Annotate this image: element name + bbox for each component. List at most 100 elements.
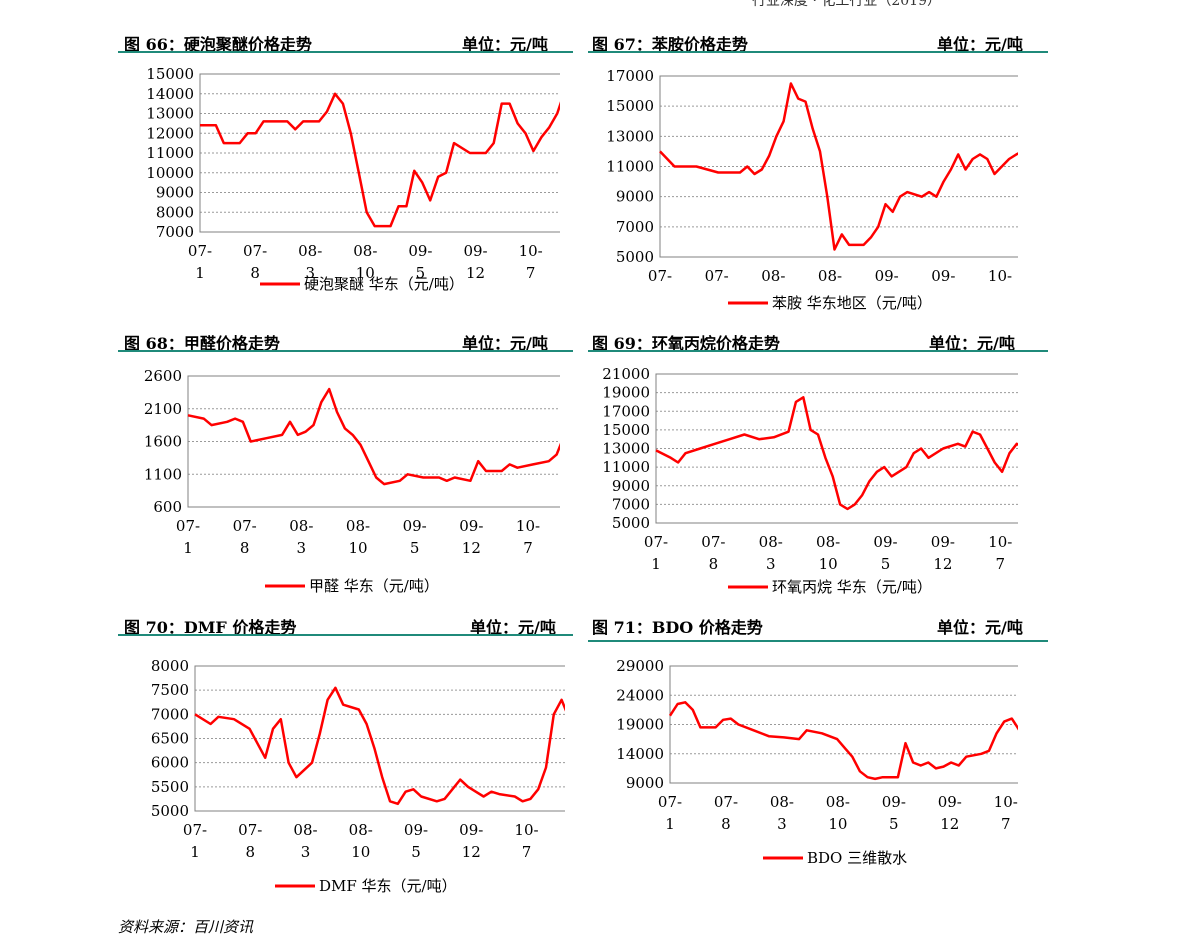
x-tick-label: 09- — [408, 242, 432, 260]
y-tick-label: 5000 — [616, 248, 654, 266]
x-tick-label: 10 — [356, 264, 375, 282]
x-tick-label: 08- — [759, 533, 783, 551]
y-tick-label: 15000 — [146, 65, 194, 83]
y-tick-label: 13000 — [602, 440, 650, 458]
chart-title-70: 图 70：DMF 价格走势 — [124, 618, 297, 637]
y-tick-label: 19000 — [602, 384, 650, 402]
x-tick-label: 8 — [240, 539, 250, 557]
legend-label: 甲醛 华东（元/吨） — [309, 577, 439, 595]
x-tick-label: 7 — [526, 264, 536, 282]
chart-unit-71: 单位：元/吨 — [937, 618, 1023, 637]
title-rule-67 — [588, 51, 1048, 53]
x-tick-label: 10 — [828, 815, 847, 833]
plot-area — [194, 665, 565, 812]
x-tick-label: 08- — [353, 242, 377, 260]
y-tick-label: 7000 — [616, 218, 654, 236]
plot-area — [187, 375, 560, 508]
x-tick-label: 3 — [305, 264, 315, 282]
x-tick-label: 08- — [826, 793, 850, 811]
y-tick-label: 14000 — [146, 85, 194, 103]
x-tick-label: 07- — [176, 517, 200, 535]
x-tick-label: 09- — [459, 821, 483, 839]
y-tick-label: 2600 — [144, 367, 182, 385]
y-tick-label: 29000 — [616, 657, 664, 675]
x-tick-label: 1 — [183, 539, 193, 557]
x-tick-label: 07- — [648, 267, 672, 285]
title-rule-66 — [118, 51, 573, 53]
y-tick-label: 6000 — [151, 754, 189, 772]
y-tick-label: 9000 — [616, 188, 654, 206]
x-tick-label: 12 — [940, 815, 959, 833]
x-tick-label: 10- — [516, 517, 540, 535]
x-tick-label: 09- — [404, 821, 428, 839]
x-tick-label: 08- — [349, 821, 373, 839]
y-tick-label: 10000 — [146, 164, 194, 182]
x-tick-label: 1 — [195, 264, 205, 282]
series-line — [668, 701, 1018, 781]
y-tick-label: 9000 — [626, 774, 664, 792]
x-tick-label: 7 — [1001, 815, 1011, 833]
chart-title-66: 图 66：硬泡聚醚价格走势 — [124, 35, 312, 54]
x-tick-label: 12 — [462, 539, 481, 557]
chart-unit-69: 单位：元/吨 — [929, 334, 1015, 353]
series-line — [200, 92, 560, 228]
legend-label: DMF 华东（元/吨） — [319, 877, 457, 895]
x-tick-label: 08- — [298, 242, 322, 260]
y-tick-label: 14000 — [616, 745, 664, 763]
y-tick-label: 11000 — [146, 144, 194, 162]
x-tick-label: 07- — [658, 793, 682, 811]
x-tick-label: 08- — [761, 267, 785, 285]
x-tick-label: 09- — [931, 267, 955, 285]
x-tick-label: 5 — [411, 843, 421, 861]
x-tick-label: 10- — [514, 821, 538, 839]
title-rule-70 — [118, 634, 573, 636]
y-tick-label: 21000 — [602, 365, 650, 383]
y-tick-label: 13000 — [606, 127, 654, 145]
x-tick-label: 09- — [931, 533, 955, 551]
chart-71: 9000 14000 19000 24000 29000 07- 1 07- 8 08- 3 08- 1… — [616, 657, 1018, 867]
y-tick-label: 9000 — [156, 184, 194, 202]
y-tick-label: 1100 — [144, 465, 182, 483]
source-note: 资料来源：百川资讯 — [118, 918, 254, 936]
x-tick-label: 07- — [188, 242, 212, 260]
x-tick-label: 08- — [770, 793, 794, 811]
y-tick-label: 6500 — [151, 730, 189, 748]
x-tick-label: 07- — [701, 533, 725, 551]
series-line — [659, 82, 1018, 251]
y-tick-label: 7000 — [156, 223, 194, 241]
chart-66: 7000800090001000011000120001300014000150… — [146, 65, 560, 293]
y-tick-label: 2100 — [144, 400, 182, 418]
x-tick-label: 08- — [289, 517, 313, 535]
x-tick-label: 07- — [233, 517, 257, 535]
x-tick-label: 1 — [655, 289, 665, 307]
y-tick-label: 13000 — [146, 105, 194, 123]
x-tick-label: 10- — [519, 242, 543, 260]
x-tick-label: 09- — [463, 242, 487, 260]
x-tick-label: 8 — [721, 815, 731, 833]
x-tick-label: 12 — [933, 555, 952, 573]
y-tick-label: 600 — [153, 498, 182, 516]
x-tick-label: 3 — [777, 815, 787, 833]
y-tick-label: 5000 — [612, 514, 650, 532]
x-tick-label: 09- — [403, 517, 427, 535]
y-tick-label: 17000 — [602, 402, 650, 420]
x-tick-label: 3 — [297, 539, 307, 557]
y-tick-label: 5500 — [151, 778, 189, 796]
x-tick-label: 10 — [348, 539, 367, 557]
x-tick-label: 1 — [651, 555, 661, 573]
x-tick-label: 12 — [466, 264, 485, 282]
series-line — [187, 387, 560, 486]
y-tick-label: 7500 — [151, 681, 189, 699]
x-tick-label: 7 — [995, 289, 1005, 307]
x-tick-label: 09- — [873, 533, 897, 551]
y-tick-label: 19000 — [616, 716, 664, 734]
x-tick-label: 7 — [995, 555, 1005, 573]
y-tick-label: 12000 — [146, 124, 194, 142]
chart-70: 5000 5500 6000 6500 7000 7500 8000 07- 1 07- 8 08- 3… — [151, 657, 565, 895]
chart-68: 600 1100 1600 2100 2600 07- 1 07- 8 08- 3 08- 10 09- 5… — [144, 367, 560, 595]
x-tick-label: 10- — [988, 533, 1012, 551]
